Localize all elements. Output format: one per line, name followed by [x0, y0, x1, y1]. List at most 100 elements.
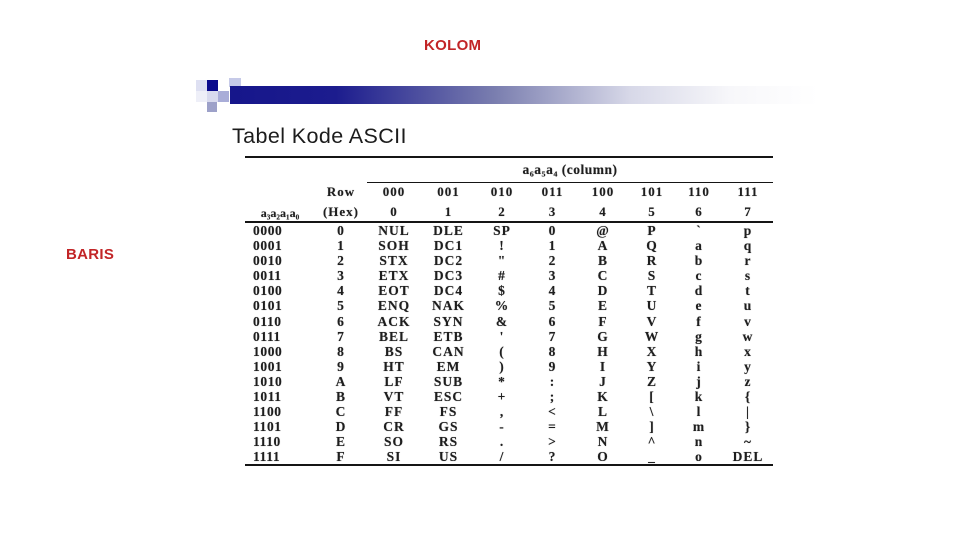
col-header-digit: 5: [629, 202, 675, 223]
hex-cell: 4: [337, 283, 345, 299]
ascii-cell: t: [745, 283, 751, 299]
ascii-cell: %: [494, 298, 510, 314]
binary-cell: 1100: [253, 404, 282, 420]
hex-cell: F: [315, 449, 367, 467]
deco-square: [207, 102, 217, 112]
table-row: 1101 D CR GS - = M] m}: [245, 419, 773, 434]
binary-cell: 0011: [253, 268, 282, 284]
row-header-line2: (Hex): [315, 202, 367, 223]
ascii-cell: 9: [548, 358, 557, 374]
ascii-cell: Z: [646, 373, 657, 389]
ascii-cell: c: [695, 268, 703, 284]
ascii-cell: 2: [548, 253, 557, 269]
ascii-cell: m: [692, 419, 706, 435]
binary-cell: 0111: [253, 328, 281, 344]
ascii-cell: ;: [549, 388, 556, 404]
col-header-digit: 4: [577, 202, 629, 223]
ascii-cell: ETB: [433, 328, 464, 344]
ascii-cell: SYN: [433, 313, 464, 329]
ascii-cell: j: [696, 373, 702, 389]
ascii-cell: T: [646, 283, 657, 299]
hex-cell: D: [335, 419, 347, 435]
ascii-cell: FS: [439, 404, 458, 420]
ascii-table: a₆a₅a₄ (column) Row 000 001 010 011 100 …: [245, 156, 774, 467]
ascii-cell: Y: [646, 358, 658, 374]
ascii-cell: y: [744, 358, 752, 374]
col-header-bits: 101: [640, 184, 664, 200]
ascii-cell: &: [495, 313, 509, 329]
ascii-cell: GS: [438, 419, 459, 435]
ascii-cell: \: [649, 404, 655, 420]
hex-cell: 5: [337, 298, 345, 314]
binary-cell: 0100: [253, 283, 283, 299]
ascii-cell: *: [498, 373, 506, 389]
ascii-cell: ACK: [377, 313, 411, 329]
ascii-cell: I: [599, 358, 607, 374]
digits-header-row: a₃a₂a₁a₀ (Hex) 0 1 2 3 4 5 6 7: [245, 202, 774, 223]
ascii-cell: K: [597, 388, 609, 404]
ascii-cell: ESC: [433, 388, 464, 404]
ascii-cell: NUL: [378, 223, 410, 238]
hex-cell: 7: [337, 328, 345, 344]
ascii-cell: EM: [436, 358, 461, 374]
ascii-cell: k: [694, 388, 704, 404]
ascii-cell: F: [598, 313, 608, 329]
binary-cell: 0001: [253, 238, 283, 254]
hex-cell: 8: [337, 343, 345, 359]
binary-cell: 0010: [253, 253, 283, 269]
ascii-cell: v: [744, 313, 752, 329]
binary-cell: 1111: [245, 449, 315, 467]
col-header-bits: 011: [541, 184, 564, 200]
page-title: Tabel Kode ASCII: [232, 124, 407, 148]
ascii-cell: #: [498, 268, 506, 284]
ascii-cell: q: [743, 238, 753, 254]
hex-cell: 9: [337, 358, 345, 374]
ascii-cell: h: [694, 343, 704, 359]
binary-cell: 0000: [253, 223, 283, 238]
col-header-digit: 3: [528, 202, 577, 223]
ascii-cell: f: [696, 313, 702, 329]
table-row: 1111 F SI US /? O _ o DEL: [245, 449, 774, 467]
ascii-cell: `: [696, 223, 702, 238]
ascii-cell: SOH: [378, 238, 410, 254]
hex-cell: 1: [337, 238, 345, 254]
ascii-cell: G: [597, 328, 609, 344]
binary-cell: 1110: [253, 434, 281, 450]
ascii-cell: STX: [379, 253, 409, 269]
ascii-cell: =: [548, 419, 557, 435]
table-row: 1110 E SO RS. > N ^ n ~: [245, 434, 773, 449]
group-header-row: a₆a₅a₄ (column): [245, 157, 774, 183]
ascii-cell: DLE: [433, 223, 464, 238]
col-header-bits: 100: [591, 184, 615, 200]
deco-square: [229, 78, 241, 87]
ascii-cell: X: [646, 343, 658, 359]
ascii-cell: V: [646, 313, 658, 329]
ascii-cell: DC1: [433, 238, 464, 254]
ascii-cell: NAK: [432, 298, 465, 314]
ascii-cell: }: [744, 419, 752, 435]
ascii-cell: J: [599, 373, 607, 389]
ascii-cell: u: [743, 298, 753, 314]
ascii-cell: N: [597, 434, 609, 450]
ascii-cell: S: [647, 268, 657, 284]
ascii-cell: SI: [367, 449, 421, 467]
binary-cell: 1010: [253, 373, 283, 389]
ascii-cell: W: [644, 328, 660, 344]
ascii-cell: -: [499, 419, 505, 435]
ascii-cell: EOT: [378, 283, 410, 299]
ascii-cell: ETX: [378, 268, 410, 284]
col-header-bits: 000: [382, 184, 406, 200]
kolom-label: KOLOM: [424, 37, 482, 54]
ascii-cell: RS: [438, 434, 459, 450]
ascii-cell: C: [597, 268, 609, 284]
ascii-cell: z: [744, 373, 752, 389]
baris-label: BARIS: [66, 246, 115, 263]
binary-cell: 1000: [253, 343, 283, 359]
hex-cell: C: [335, 404, 347, 420]
hex-cell: 6: [337, 313, 345, 329]
ascii-cell: US: [421, 449, 476, 467]
